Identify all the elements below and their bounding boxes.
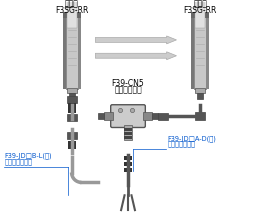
Bar bbox=[197, 93, 203, 99]
Bar bbox=[124, 132, 132, 135]
Bar bbox=[158, 113, 168, 120]
FancyArrow shape bbox=[95, 52, 176, 60]
Text: 受光器: 受光器 bbox=[193, 0, 207, 8]
Text: F39-JD□A-D(黑): F39-JD□A-D(黑) bbox=[168, 135, 216, 142]
Bar bbox=[67, 132, 77, 139]
Bar bbox=[67, 96, 77, 103]
FancyBboxPatch shape bbox=[111, 105, 145, 127]
Bar bbox=[194, 12, 206, 89]
Bar bbox=[78, 12, 80, 89]
Bar bbox=[124, 162, 132, 166]
Text: F39-CN5: F39-CN5 bbox=[112, 79, 144, 89]
Bar bbox=[206, 12, 209, 89]
Bar bbox=[195, 0, 205, 28]
Bar bbox=[191, 12, 209, 18]
Text: F39-JD□B-L(灰): F39-JD□B-L(灰) bbox=[4, 153, 52, 159]
Bar bbox=[124, 136, 132, 139]
Bar bbox=[69, 93, 75, 99]
Bar bbox=[67, 0, 77, 28]
Text: 单侧接插件电缆: 单侧接插件电缆 bbox=[168, 141, 196, 147]
Bar bbox=[143, 112, 152, 120]
Bar bbox=[124, 156, 132, 160]
Bar bbox=[124, 125, 132, 140]
Bar bbox=[67, 88, 77, 93]
Bar bbox=[68, 103, 76, 113]
Bar bbox=[63, 12, 66, 89]
Text: F3SG-RR: F3SG-RR bbox=[183, 6, 217, 15]
FancyArrow shape bbox=[95, 36, 176, 44]
Bar bbox=[98, 113, 104, 119]
Text: 投光器: 投光器 bbox=[65, 0, 78, 8]
Bar bbox=[195, 88, 205, 93]
Bar bbox=[104, 112, 113, 120]
Bar bbox=[67, 114, 77, 121]
Bar bbox=[191, 12, 194, 89]
Bar bbox=[66, 12, 78, 89]
Bar bbox=[152, 113, 158, 119]
Bar bbox=[63, 12, 80, 18]
Text: 两侧接插件电缆: 两侧接插件电缆 bbox=[4, 159, 32, 165]
Bar bbox=[68, 141, 76, 149]
Text: 省配线接插件: 省配线接插件 bbox=[114, 85, 142, 94]
Bar bbox=[124, 128, 132, 131]
Bar bbox=[124, 168, 132, 172]
Bar bbox=[195, 112, 205, 120]
Text: F3SG-RR: F3SG-RR bbox=[55, 6, 88, 15]
